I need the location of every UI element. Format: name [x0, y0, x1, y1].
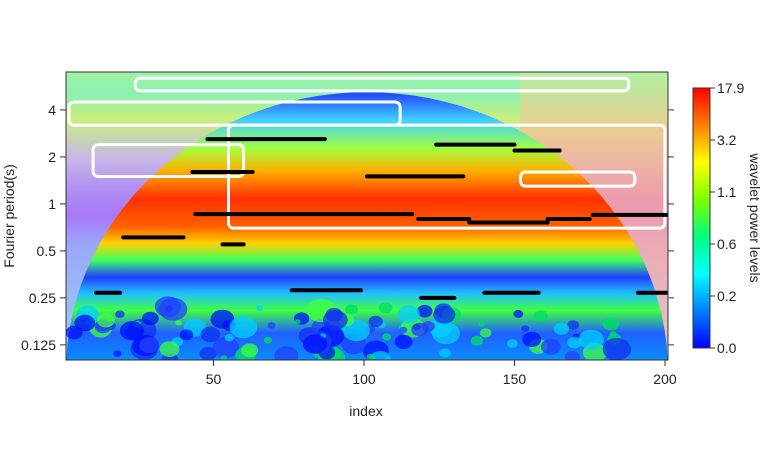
texture-blob: [113, 350, 122, 357]
texture-blob: [159, 341, 180, 357]
texture-blob: [345, 304, 358, 315]
colorbar-scale: [692, 87, 711, 349]
texture-blob: [397, 305, 420, 324]
texture-blob: [256, 305, 264, 311]
texture-blob: [115, 310, 125, 319]
colorbar-tick-label: 0.2: [717, 288, 737, 304]
x-axis-label: index: [349, 403, 382, 419]
y-tick-label: 0.125: [21, 337, 56, 353]
texture-blob: [119, 321, 145, 341]
texture-blob: [154, 296, 181, 318]
significance-contour: [133, 76, 631, 93]
y-axis: 4 2 1 0.5 0.25 0.125: [21, 102, 674, 353]
texture-blob: [175, 320, 183, 326]
texture-blob: [199, 346, 217, 360]
x-tick-label: 150: [503, 371, 527, 387]
colorbar-tick-label: 1.1: [717, 184, 737, 200]
y-tick-label: 0.25: [29, 290, 56, 306]
texture-blob: [302, 334, 328, 354]
y-axis-label: Fourier period(s): [1, 164, 17, 267]
texture-blob: [378, 302, 393, 314]
texture-blob: [142, 311, 159, 326]
x-tick-label: 100: [352, 371, 376, 387]
texture-blob: [578, 329, 604, 350]
texture-blob: [229, 316, 258, 339]
texture-blob: [212, 336, 240, 359]
y-tick-label: 4: [48, 102, 56, 118]
x-axis: 50 100 150 200: [206, 360, 677, 387]
texture-blob: [418, 308, 427, 316]
texture-blob: [513, 309, 524, 318]
significance-contours: [67, 76, 667, 230]
texture-blob: [567, 336, 582, 349]
texture-blob: [263, 336, 272, 344]
texture-blob: [241, 343, 259, 358]
texture-blob: [541, 338, 561, 355]
texture-blob: [369, 351, 391, 360]
texture-blob: [533, 310, 548, 322]
texture-blob: [602, 337, 632, 360]
y-tick-label: 2: [48, 149, 56, 165]
texture-blob: [439, 348, 451, 358]
y-tick-label: 0.5: [37, 243, 57, 259]
texture-blob: [96, 313, 115, 328]
colorbar-tick-label: 3.2: [717, 132, 737, 148]
texture-blob: [394, 334, 413, 349]
y-tick-label: 1: [48, 196, 56, 212]
x-tick-label: 200: [653, 371, 677, 387]
texture-blob: [382, 333, 392, 341]
plot-area: [66, 72, 668, 360]
colorbar: 17.9 3.2 1.1 0.6 0.2 0.0 wavelet power levels: [692, 80, 763, 356]
texture-blob: [479, 328, 492, 338]
texture-blob: [602, 317, 620, 331]
texture-blob: [564, 351, 580, 360]
texture-blob: [368, 315, 383, 328]
texture-blob: [470, 335, 484, 346]
significance-contour: [519, 170, 637, 188]
texture-blob: [522, 331, 542, 347]
texture-blob: [267, 322, 276, 329]
texture-blob: [139, 337, 160, 354]
significance-contour: [227, 123, 667, 230]
texture-blob: [322, 310, 348, 330]
colorbar-ticks: 17.9 3.2 1.1 0.6 0.2 0.0: [710, 80, 744, 356]
texture-blob: [224, 334, 234, 342]
texture-blob: [567, 320, 580, 330]
colorbar-tick-label: 17.9: [717, 80, 744, 96]
texture-blob: [220, 355, 227, 360]
texture-blob: [179, 329, 194, 341]
texture-blob: [399, 326, 408, 334]
power-ridges: [94, 137, 668, 300]
texture-blob: [521, 325, 530, 332]
texture-blob: [411, 322, 429, 337]
texture-blob: [294, 319, 301, 325]
plot-frame: [65, 71, 669, 361]
texture-blob: [553, 322, 570, 335]
texture-blob: [77, 316, 87, 324]
texture-blob: [366, 353, 375, 360]
texture-blob: [507, 339, 518, 348]
texture-blob: [478, 321, 485, 327]
colorbar-tick-label: 0.6: [717, 236, 737, 252]
texture-blob: [433, 305, 456, 324]
texture-blob: [200, 326, 221, 343]
x-tick-label: 50: [206, 371, 222, 387]
colorbar-label: wavelet power levels: [747, 152, 763, 282]
significance-contour: [91, 143, 246, 179]
colorbar-tick-label: 0.0: [717, 340, 737, 356]
texture-blob: [274, 346, 299, 360]
power-texture: [66, 296, 632, 360]
